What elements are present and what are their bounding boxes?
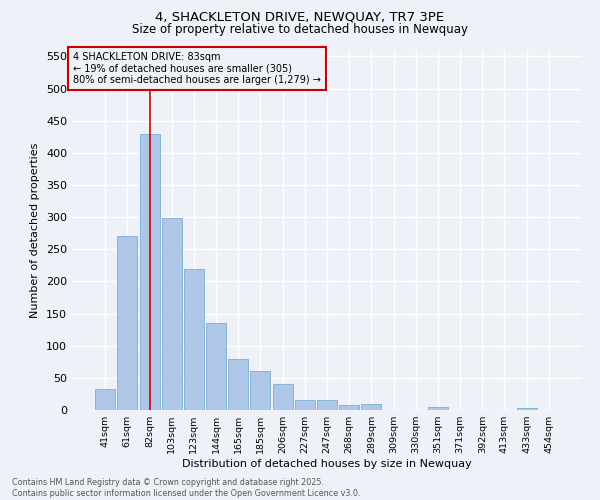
Bar bbox=[184, 268, 204, 410]
Bar bbox=[162, 218, 182, 410]
Bar bbox=[361, 404, 382, 410]
Bar bbox=[228, 358, 248, 410]
Bar bbox=[206, 323, 226, 410]
Text: 4, SHACKLETON DRIVE, NEWQUAY, TR7 3PE: 4, SHACKLETON DRIVE, NEWQUAY, TR7 3PE bbox=[155, 10, 445, 23]
Text: Size of property relative to detached houses in Newquay: Size of property relative to detached ho… bbox=[132, 22, 468, 36]
Bar bbox=[428, 407, 448, 410]
Y-axis label: Number of detached properties: Number of detached properties bbox=[31, 142, 40, 318]
X-axis label: Distribution of detached houses by size in Newquay: Distribution of detached houses by size … bbox=[182, 459, 472, 469]
Bar bbox=[118, 236, 137, 410]
Bar bbox=[317, 400, 337, 410]
Bar bbox=[339, 405, 359, 410]
Text: Contains HM Land Registry data © Crown copyright and database right 2025.
Contai: Contains HM Land Registry data © Crown c… bbox=[12, 478, 361, 498]
Bar bbox=[140, 134, 160, 410]
Bar bbox=[517, 408, 536, 410]
Bar bbox=[95, 389, 115, 410]
Bar bbox=[272, 384, 293, 410]
Bar bbox=[250, 372, 271, 410]
Bar bbox=[295, 400, 315, 410]
Text: 4 SHACKLETON DRIVE: 83sqm
← 19% of detached houses are smaller (305)
80% of semi: 4 SHACKLETON DRIVE: 83sqm ← 19% of detac… bbox=[73, 52, 321, 85]
